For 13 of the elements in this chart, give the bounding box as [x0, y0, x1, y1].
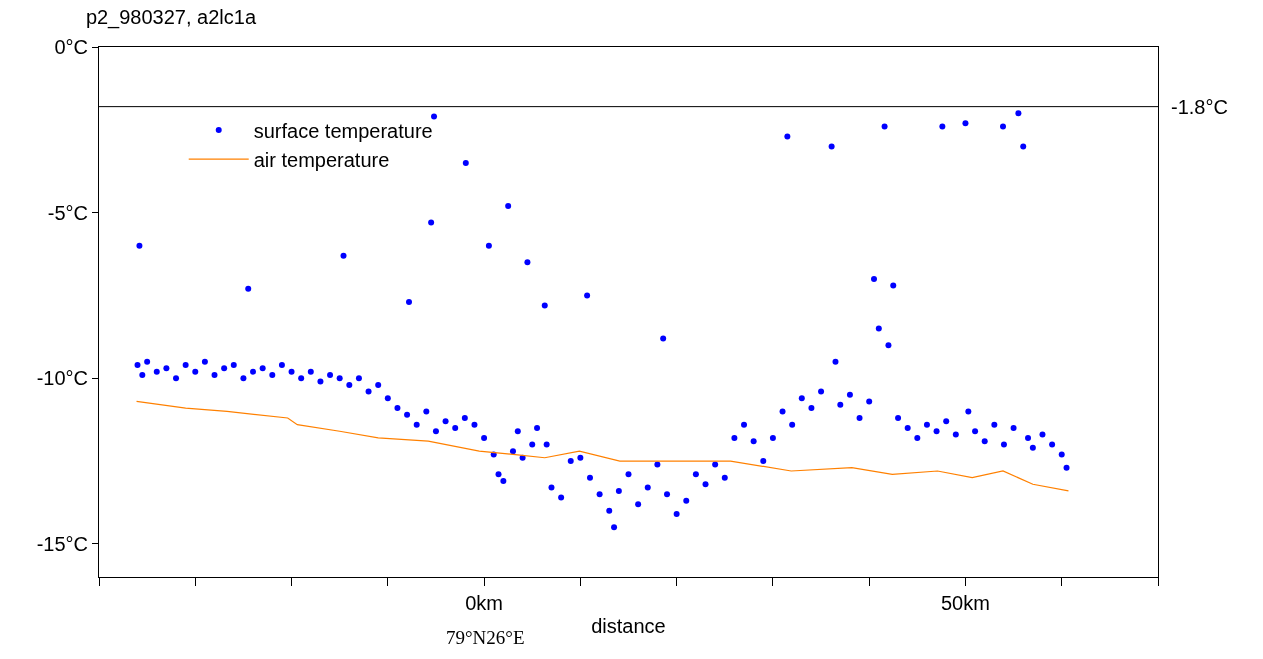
legend-label: surface temperature	[253, 119, 433, 142]
ref-line-label: -1.8°C	[1171, 96, 1228, 118]
line-series	[135, 400, 1070, 492]
y-tick-label: -10°C	[36, 367, 88, 390]
y-tick-label: -5°C	[47, 201, 88, 224]
y-tick-label: -15°C	[36, 532, 88, 555]
legend-label: air temperature	[253, 148, 390, 171]
x-tick-label: 50km	[941, 592, 990, 614]
y-tick-label: 0°C	[54, 36, 88, 58]
x-tick-label: 0km	[465, 592, 503, 614]
text: 79°N26°E	[446, 627, 525, 648]
chart-title: p2_980327, a2lc1a	[85, 5, 257, 29]
x-axis-title: distance	[591, 614, 666, 637]
